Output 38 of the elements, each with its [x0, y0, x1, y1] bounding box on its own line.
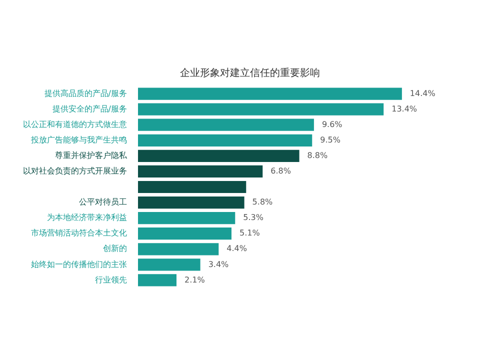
chart-title: 企业形象对建立信任的重要影响 [180, 66, 320, 80]
bar [138, 258, 200, 271]
bar [138, 118, 314, 131]
bar [138, 228, 232, 240]
bar [138, 180, 246, 194]
data-label: 14.4% [410, 88, 436, 98]
data-label: 5.1% [239, 228, 260, 238]
y-tick-label: 以对社会负责的方式开展业务 [23, 166, 127, 176]
y-tick-label: 始终如一的传播他们的主张 [31, 260, 127, 269]
data-label: 6.8% [270, 166, 292, 176]
data-label: 9.6% [322, 120, 343, 129]
bar [138, 88, 402, 100]
bar [138, 134, 312, 146]
data-label: 4.4% [226, 244, 248, 254]
bar [138, 196, 244, 209]
y-tick-label: 创新的 [103, 244, 127, 254]
data-label: 3.4% [208, 260, 230, 269]
bar [138, 150, 300, 162]
y-tick-label: 投放广告能够与我产生共鸣 [30, 135, 127, 144]
data-label: 13.4% [392, 104, 418, 114]
bar [138, 243, 219, 256]
bar [138, 274, 176, 286]
y-tick-label: 提供安全的产品/服务 [52, 104, 127, 114]
bar [138, 165, 263, 178]
data-label: 2.1% [184, 275, 206, 284]
data-label: 9.5% [320, 135, 341, 144]
y-tick-label: 以公正和有道德的方式做生意 [23, 120, 127, 129]
bar [138, 103, 384, 116]
y-tick-label: 市场营销活动符合本土文化 [31, 228, 127, 238]
y-tick-label: 为本地经济带来净利益 [47, 213, 127, 222]
bar [138, 212, 236, 224]
data-label: 5.3% [243, 213, 264, 222]
data-label: 5.8% [252, 198, 274, 207]
y-tick-label: 行业领先 [95, 275, 127, 284]
y-tick-label: 公平对待员工 [79, 198, 127, 207]
y-tick-label: 提供高品质的产品/服务 [44, 88, 127, 98]
data-label: 8.8% [307, 151, 328, 160]
y-tick-label: 尊重并保护客户隐私 [55, 151, 128, 160]
